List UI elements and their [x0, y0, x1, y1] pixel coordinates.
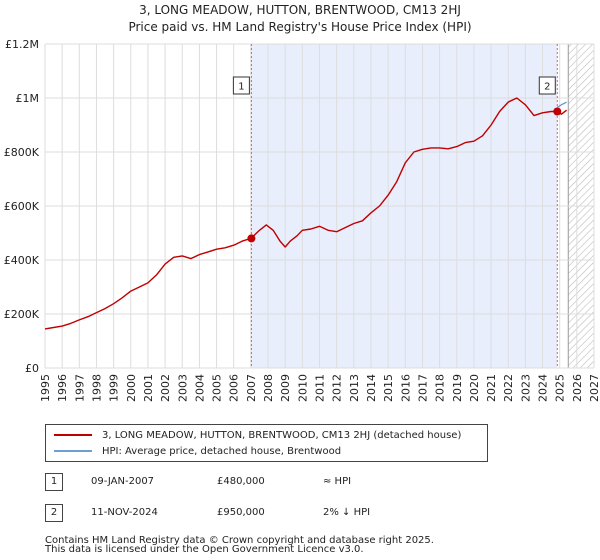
x-tick-label: 2007 — [245, 374, 258, 402]
legend-item-hpi: HPI: Average price, detached house, Bren… — [54, 444, 341, 460]
transaction-date: 11-NOV-2024 — [91, 507, 158, 518]
x-tick-label: 2013 — [348, 374, 361, 402]
chart-title: 3, LONG MEADOW, HUTTON, BRENTWOOD, CM13 … — [139, 3, 461, 17]
x-tick-label: 1997 — [73, 374, 86, 402]
y-tick-label: £1.2M — [5, 38, 39, 51]
sale-label-text: 2 — [544, 82, 550, 93]
x-tick-label: 2018 — [434, 374, 447, 402]
price-chart: 1 2 £0 £200K £400K £600K £800K £1M £1.2M 1995 199… — [4, 38, 600, 402]
x-tick-label: 2023 — [519, 374, 532, 402]
x-tick-label: 2010 — [296, 374, 309, 402]
x-tick-label: 2011 — [314, 374, 327, 402]
x-tick-label: 1998 — [90, 374, 103, 402]
transaction-hpi-diff: ≈ HPI — [323, 476, 352, 487]
x-tick-label: 2003 — [176, 374, 189, 402]
x-tick-label: 2001 — [142, 374, 155, 402]
x-tick-label: 2014 — [365, 374, 378, 402]
y-tick-label: £400K — [4, 254, 40, 267]
x-tick-label: 2009 — [279, 374, 292, 402]
legend-label-price: 3, LONG MEADOW, HUTTON, BRENTWOOD, CM13 … — [102, 430, 462, 441]
x-tick-label: 2004 — [193, 374, 206, 402]
y-tick-label: £200K — [4, 308, 40, 321]
x-tick-label: 2022 — [502, 374, 515, 402]
price-paid-line — [44, 97, 568, 330]
legend-swatch-price — [54, 434, 92, 436]
transaction-price: £480,000 — [217, 476, 265, 487]
x-tick-label: 2026 — [571, 374, 584, 402]
y-tick-label: £600K — [4, 200, 40, 213]
x-tick-label: 2017 — [416, 374, 429, 402]
x-tick-label: 2020 — [468, 374, 481, 402]
legend-swatch-hpi — [54, 450, 92, 452]
x-tick-label: 2024 — [537, 374, 550, 402]
footer-copyright: Contains HM Land Registry data © Crown c… — [45, 535, 434, 546]
sale-point — [553, 107, 562, 116]
footer-licence: This data is licensed under the Open Gov… — [45, 544, 364, 555]
transaction-price: £950,000 — [217, 507, 265, 518]
y-tick-label: £800K — [4, 146, 40, 159]
y-tick-label: £0 — [25, 362, 39, 375]
chart-subtitle: Price paid vs. HM Land Registry's House … — [128, 20, 472, 34]
transaction-row: 1 09-JAN-2007 £480,000 ≈ HPI — [45, 473, 565, 491]
x-tick-label: 1995 — [39, 374, 52, 402]
sale-label-text: 1 — [238, 82, 244, 93]
x-tick-label: 2021 — [485, 374, 498, 402]
legend-label-hpi: HPI: Average price, detached house, Bren… — [102, 446, 342, 457]
x-tick-label: 1996 — [56, 374, 69, 402]
x-tick-label: 2000 — [125, 374, 138, 402]
transaction-row: 2 11-NOV-2024 £950,000 2% ↓ HPI — [45, 504, 565, 522]
transaction-badge: 2 — [45, 504, 63, 522]
legend: 3, LONG MEADOW, HUTTON, BRENTWOOD, CM13 … — [45, 424, 488, 462]
transaction-date: 09-JAN-2007 — [91, 476, 155, 487]
transaction-badge: 1 — [45, 473, 63, 491]
x-tick-label: 2008 — [262, 374, 275, 402]
x-tick-label: 2012 — [331, 374, 344, 402]
x-tick-label: 2019 — [451, 374, 464, 402]
x-tick-label: 2006 — [228, 374, 241, 402]
x-tick-label: 2005 — [211, 374, 224, 402]
x-tick-label: 2025 — [554, 374, 567, 402]
sale-point — [247, 234, 256, 243]
transaction-hpi-diff: 2% ↓ HPI — [323, 507, 371, 518]
legend-item-price: 3, LONG MEADOW, HUTTON, BRENTWOOD, CM13 … — [54, 428, 461, 444]
x-tick-label: 2015 — [382, 374, 395, 402]
x-tick-label: 2016 — [399, 374, 412, 402]
x-tick-label: 1999 — [108, 374, 121, 402]
sale-label-box — [232, 76, 250, 95]
x-tick-label: 2002 — [159, 374, 172, 402]
hpi-line — [556, 101, 567, 108]
x-tick-label: 2027 — [588, 374, 600, 402]
y-tick-label: £1M — [16, 92, 40, 105]
sale-label-box — [538, 76, 556, 95]
